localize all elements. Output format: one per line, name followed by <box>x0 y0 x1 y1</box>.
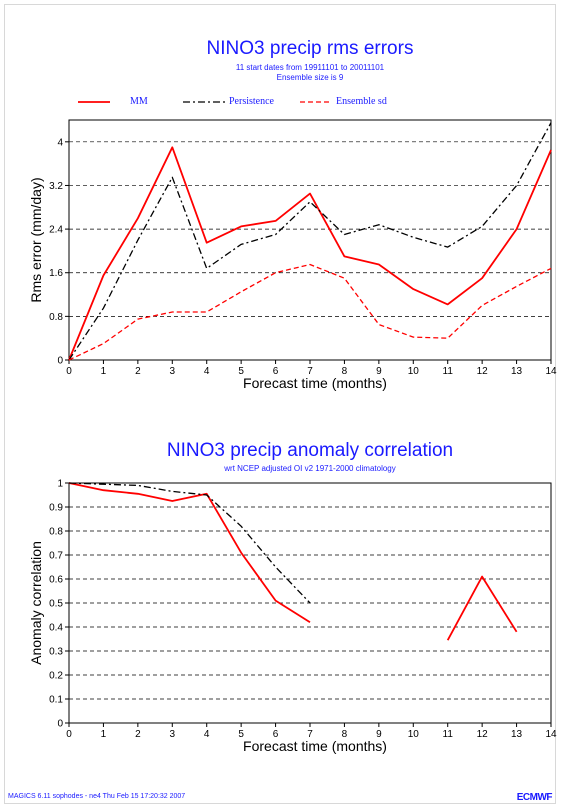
ecmwf-logo: ECMWF <box>516 792 553 803</box>
chart2-xtick-label: 1 <box>101 729 107 740</box>
chart2-xtick-label: 13 <box>511 729 523 740</box>
chart2-xtick-label: 9 <box>376 729 382 740</box>
chart1-xtick-label: 2 <box>135 366 141 377</box>
chart1-xtick-label: 10 <box>408 366 420 377</box>
chart1-subtitle-1: 11 start dates from 19911101 to 20011101 <box>235 63 385 72</box>
chart1-subtitle-2: Ensemble size is 9 <box>276 73 344 82</box>
chart1-xtick-label: 4 <box>204 366 210 377</box>
legend-label-ensemble-sd: Ensemble sd <box>336 96 387 107</box>
chart1-ytick-label: 3.2 <box>49 181 63 192</box>
chart1-xtick-label: 9 <box>376 366 382 377</box>
chart1-ytick-label: 0.8 <box>49 312 63 323</box>
chart2-ytick-label: 1 <box>57 479 63 490</box>
chart1-xtick-label: 12 <box>477 366 489 377</box>
chart2-xtick-label: 3 <box>170 729 176 740</box>
chart2-ytick-label: 0.1 <box>49 695 63 706</box>
chart1-xtick-label: 5 <box>238 366 244 377</box>
footer-text: MAGICS 6.11 sophodes - ne4 Thu Feb 15 17… <box>8 793 186 800</box>
chart2-ytick-label: 0.8 <box>49 527 63 538</box>
chart2-xtick-label: 4 <box>204 729 210 740</box>
chart1-xtick-label: 1 <box>101 366 107 377</box>
chart2-ytick-label: 0.9 <box>49 503 63 514</box>
chart2-ytick-label: 0.6 <box>49 575 63 586</box>
chart2-xtick-label: 8 <box>342 729 348 740</box>
chart2-subtitle: wrt NCEP adjusted OI v2 1971-2000 climat… <box>224 464 396 473</box>
chart1-xtick-label: 11 <box>443 366 454 377</box>
chart2-xtick-label: 10 <box>408 729 420 740</box>
legend-label-persistence: Persistence <box>229 96 274 107</box>
chart2-xtick-label: 0 <box>66 729 72 740</box>
chart1-ytick-label: 2.4 <box>49 225 63 236</box>
chart1-title: NINO3 precip rms errors <box>206 38 414 59</box>
chart2-xaxis-label: Forecast time (months) <box>243 738 387 754</box>
chart2-xtick-label: 6 <box>273 729 279 740</box>
chart1-xtick-label: 8 <box>342 366 348 377</box>
chart2-xtick-label: 11 <box>443 729 454 740</box>
chart2-ytick-label: 0.5 <box>49 599 63 610</box>
chart1-xtick-label: 0 <box>66 366 72 377</box>
chart2-series-mm-line <box>446 575 518 641</box>
chart2-xtick-label: 5 <box>238 729 244 740</box>
chart2-ytick-label: 0 <box>57 719 63 730</box>
rms-errors-chart: 00.81.62.43.240 1 2 3 4 5 6 7 8 9 10 11 12 13 14Foreca… <box>28 119 557 391</box>
chart1-ytick-label: 4 <box>57 137 63 148</box>
chart2-xtick-label: 12 <box>477 729 489 740</box>
legend-label-mm: MM <box>130 96 148 107</box>
chart1-series-ensemble-sd-line <box>68 263 552 361</box>
chart1-legend-swatches <box>78 101 332 103</box>
chart2-ytick-label: 0.3 <box>49 647 63 658</box>
chart1-ytick-label: 0 <box>57 356 63 367</box>
chart1-series-mm-line <box>68 146 552 361</box>
chart2-xtick-label: 14 <box>545 729 557 740</box>
chart1-series-persistence-line <box>68 122 552 361</box>
chart2-series-mm-line <box>68 482 311 623</box>
chart2-title: NINO3 precip anomaly correlation <box>166 440 454 461</box>
chart1-xtick-label: 7 <box>307 366 313 377</box>
chart2-ytick-label: 0.4 <box>49 623 63 634</box>
chart1-xtick-label: 13 <box>511 366 523 377</box>
chart1-yaxis-label: Rms error (mm/day) <box>28 177 44 302</box>
anomaly-correlation-chart: 00.10.20.30.40.50.60.70.80.910 1 2 3 4 5 6 7 8 9 1… <box>28 479 557 755</box>
chart2-ytick-label: 0.7 <box>49 551 63 562</box>
chart2-xtick-label: 2 <box>135 729 141 740</box>
chart1-ytick-label: 1.6 <box>49 268 63 279</box>
chart2-series-persistence-line <box>68 482 311 604</box>
chart2-ytick-label: 0.2 <box>49 671 63 682</box>
chart2-xtick-label: 7 <box>307 729 313 740</box>
chart1-xtick-label: 6 <box>273 366 279 377</box>
chart1-xtick-label: 14 <box>545 366 557 377</box>
chart1-xtick-label: 3 <box>170 366 176 377</box>
chart1-xaxis-label: Forecast time (months) <box>243 375 387 391</box>
chart2-yaxis-label: Anomaly correlation <box>28 541 44 665</box>
page-frame <box>4 4 556 804</box>
